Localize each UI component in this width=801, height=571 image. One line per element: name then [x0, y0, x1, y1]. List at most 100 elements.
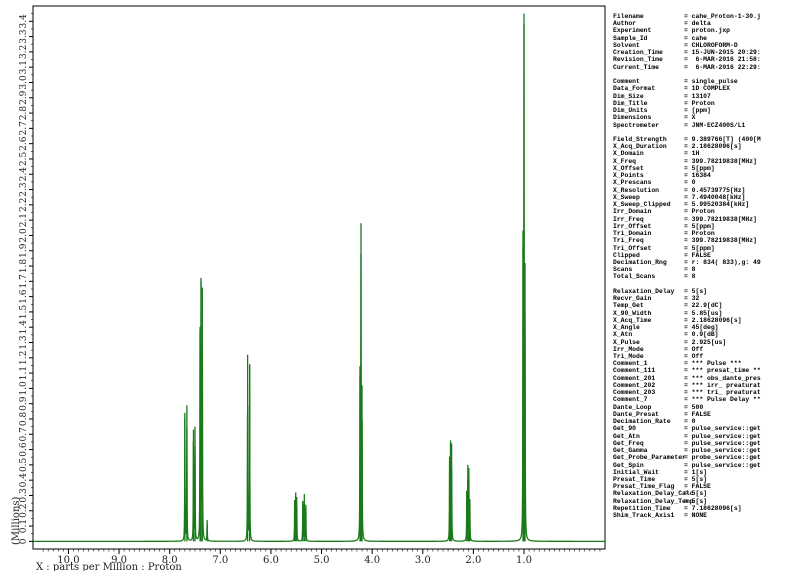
y-tick-label: 0.3: [19, 488, 29, 503]
y-tick-label: 3.2: [19, 45, 29, 59]
y-tick-label: 2.3: [19, 182, 29, 197]
parameter-key: Data_Format: [613, 85, 656, 93]
parameter-row: Revision_Time = 6-MAR-2016 21:58:: [613, 56, 801, 63]
parameter-row: Comment_201 = *** obs_dante_pres: [613, 375, 801, 382]
parameter-value: = 9.389766[T] (400[M: [684, 135, 761, 143]
parameter-value: = 5[ppm]: [684, 222, 715, 230]
parameter-value: = 7.18628096[s]: [684, 504, 742, 512]
parameter-row: Author = delta: [613, 20, 801, 27]
parameter-key: Get_Atn: [613, 432, 640, 440]
parameter-row: Total_Scans = 8: [613, 273, 801, 280]
spectrum-baseline-trace: [33, 24, 605, 542]
parameter-row: Solvent = CHLOROFORM-D: [613, 42, 801, 49]
y-tick-label: 1.1: [19, 366, 29, 380]
parameter-row: X_Resolution = 0.45739775[Hz]: [613, 187, 801, 194]
parameter-value: = 15-JUN-2015 20:29:: [684, 49, 761, 57]
parameter-row: X_Sweep = 7.4940048[kHz]: [613, 194, 801, 201]
x-tick-label: 1.0: [516, 555, 532, 566]
y-tick-label: 2.4: [19, 167, 29, 182]
parameter-value: = Off: [684, 345, 704, 353]
parameter-row: Temp_Get = 22.9[dC]: [613, 302, 801, 309]
parameter-value: = 2.18628096[s]: [684, 143, 742, 151]
parameter-value: = JNM-ECZ400S/L1: [684, 121, 746, 129]
parameter-value: = 5[s]: [684, 490, 708, 498]
parameter-key: Tri_Domain: [613, 230, 652, 238]
y-tick-label: 3.3: [19, 29, 29, 44]
parameter-value: = CHLOROFORM-D: [684, 41, 738, 49]
parameter-key: Sample_Id: [613, 34, 648, 42]
parameter-value: = FALSE: [684, 483, 711, 491]
parameter-row: Relaxation_Delay = 5[s]: [613, 288, 801, 295]
parameter-row: Filename = cahe_Proton-1-30.j: [613, 13, 801, 20]
parameter-key: Spectrometer: [613, 121, 660, 129]
x-tick-label: 2.0: [465, 555, 481, 566]
parameter-list: Filename = cahe_Proton-1-30.j Author = delt…: [613, 13, 801, 519]
y-tick-label: 1.4: [19, 320, 29, 335]
parameter-key: Solvent: [613, 41, 640, 49]
parameter-value: = 1[s]: [684, 468, 708, 476]
parameter-value: = 399.78219838[MHz]: [684, 157, 757, 165]
parameter-row: Comment_1 = *** Pulse ***: [613, 360, 801, 367]
x-tick-label: 10.0: [57, 555, 79, 566]
parameter-key: Recvr_Gain: [613, 295, 652, 303]
parameter-row: Repetition_Time = 7.18628096[s]: [613, 505, 801, 512]
parameter-key: Tri_Offset: [613, 244, 652, 252]
y-tick-label: 2.8: [19, 106, 29, 121]
parameter-key: Irr_Domain: [613, 208, 652, 216]
y-tick-label: 0.6: [19, 442, 29, 457]
y-tick-label: 0.1: [19, 519, 29, 533]
parameter-value: = 32: [684, 295, 700, 303]
plot-frame: [32, 5, 606, 550]
parameter-row: X_90_Width = 5.85[us]: [613, 310, 801, 317]
y-axis: 0 0.10.20.30.40.50.60.70.80.91.01.11.21.3…: [19, 13, 33, 544]
y-tick-label: 0.9: [19, 396, 29, 411]
parameter-row: Sample_Id = cahe: [613, 35, 801, 42]
parameter-value: = *** obs_dante_pres: [684, 374, 761, 382]
plot-area: [32, 5, 606, 550]
parameter-row: Decimation_Rng = r: 834( 833),g: 49: [613, 259, 801, 266]
parameter-row: Creation_Time = 15-JUN-2015 20:29:: [613, 49, 801, 56]
y-tick-label: 0.5: [19, 457, 29, 472]
parameter-value: = X: [684, 114, 696, 122]
parameter-value: = cahe_Proton-1-30.j: [684, 13, 761, 20]
parameter-row: Dante_Loop = 500: [613, 404, 801, 411]
parameter-row: Experiment = proton.jxp: [613, 27, 801, 34]
y-tick-label: 1.8: [19, 259, 29, 274]
y-tick-label: 2.2: [19, 198, 29, 212]
parameter-row: Scans = 8: [613, 266, 801, 273]
parameter-value: = [ppm]: [684, 107, 711, 115]
parameter-value: = Proton: [684, 99, 715, 107]
parameter-row: Get_Freq = pulse_service::get: [613, 440, 801, 447]
parameter-row: Dim_Title = Proton: [613, 100, 801, 107]
parameter-value: = 2.18628096[s]: [684, 316, 742, 324]
parameter-key: Get_Spin: [613, 461, 644, 469]
parameter-value: = 7.4940048[kHz]: [684, 193, 746, 201]
parameter-row: Comment_203 = *** tri_ preaturat: [613, 389, 801, 396]
parameter-value: = FALSE: [684, 410, 711, 418]
parameter-key: Total_Scans: [613, 273, 656, 281]
y-tick-label: 3.4: [19, 14, 29, 29]
parameter-key: X_90_Width: [613, 309, 652, 317]
parameter-key: Dimensions: [613, 114, 652, 122]
parameter-key: X_Sweep_Clipped: [613, 201, 671, 209]
parameter-value: = delta: [684, 20, 711, 28]
parameter-row: Recvr_Gain = 32: [613, 295, 801, 302]
parameter-key: Presat_Time: [613, 476, 656, 483]
parameter-value: = pulse_service::get: [684, 425, 761, 433]
parameter-row: Presat_Time_Flag = FALSE: [613, 483, 801, 490]
parameter-key: Revision_Time: [613, 56, 663, 64]
parameter-row: Clipped = FALSE: [613, 252, 801, 259]
parameter-row: X_Offset = 5[ppm]: [613, 165, 801, 172]
parameter-key: Comment_7: [613, 396, 648, 404]
parameter-key: Irr_Offset: [613, 222, 652, 230]
parameter-key: Comment_1: [613, 360, 648, 368]
parameter-row: X_Pulse = 2.925[us]: [613, 339, 801, 346]
parameter-row: Irr_Freq = 399.78219838[MHz]: [613, 216, 801, 223]
y-tick-label: 1.5: [19, 304, 29, 319]
parameter-key: Tri_Freq: [613, 237, 644, 245]
parameter-row: Initial_Wait = 1[s]: [613, 469, 801, 476]
parameter-row: X_Acq_Duration = 2.18628096[s]: [613, 143, 801, 150]
parameter-key: Relaxation_Delay: [613, 287, 675, 295]
parameter-value: = probe_service::get: [684, 454, 761, 462]
parameter-key: Comment: [613, 78, 640, 86]
